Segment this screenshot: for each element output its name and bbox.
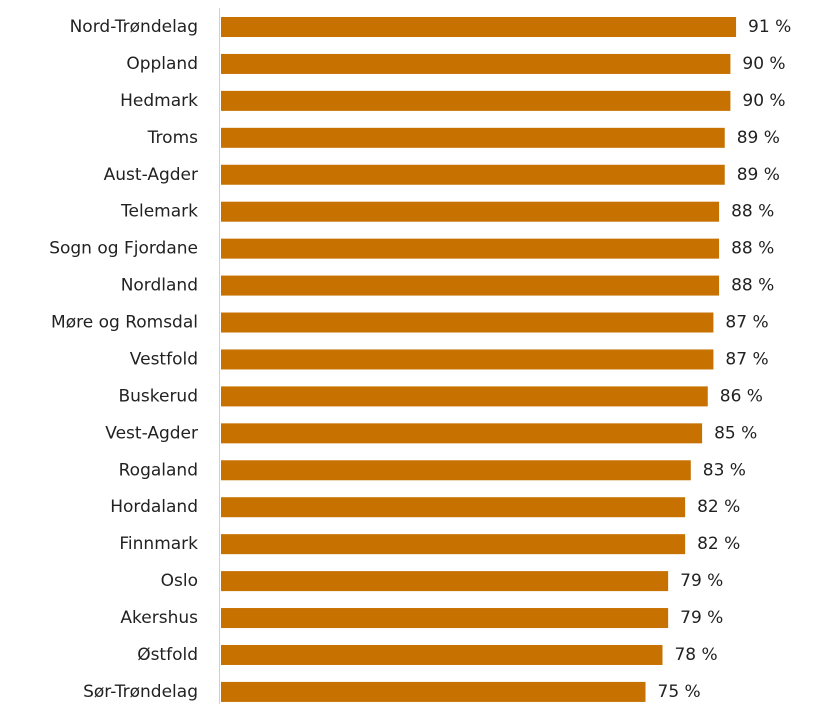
y-tick-label: Møre og Romsdal (51, 313, 198, 333)
bar (221, 534, 686, 555)
bar (221, 497, 686, 518)
y-tick-label: Troms (147, 128, 198, 148)
value-label: 86 % (720, 386, 763, 406)
value-label: 90 % (742, 91, 785, 111)
value-label: 89 % (737, 165, 780, 185)
bar (221, 460, 691, 481)
value-label: 88 % (731, 276, 774, 296)
bar (221, 201, 720, 222)
bar (221, 423, 703, 444)
y-tick-label: Finnmark (119, 534, 198, 554)
y-tick-label: Hordaland (110, 497, 198, 517)
y-tick-label: Rogaland (119, 460, 198, 480)
bar (221, 644, 663, 665)
value-label: 83 % (703, 460, 746, 480)
y-tick-label: Hedmark (120, 91, 198, 111)
y-tick-label: Akershus (120, 608, 198, 628)
bar (221, 312, 714, 333)
bar (221, 90, 731, 111)
value-label: 78 % (674, 645, 717, 665)
bar (221, 127, 725, 148)
y-tick-label: Nord-Trøndelag (70, 17, 198, 37)
bar (221, 681, 646, 702)
y-tick-label: Aust-Agder (104, 165, 198, 185)
value-label: 82 % (697, 534, 740, 554)
bar (221, 571, 669, 592)
value-label: 75 % (658, 682, 701, 702)
y-tick-label: Sør-Trøndelag (83, 682, 198, 702)
y-tick-label: Nordland (121, 276, 198, 296)
value-label: 85 % (714, 423, 757, 443)
bar (221, 17, 737, 37)
value-label: 88 % (731, 202, 774, 222)
value-label: 82 % (697, 497, 740, 517)
y-tick-label: Oppland (126, 54, 198, 74)
y-tick-label: Vest-Agder (105, 423, 198, 443)
value-label: 87 % (725, 313, 768, 333)
bar (221, 53, 731, 74)
y-tick-label: Sogn og Fjordane (49, 239, 198, 259)
value-label: 90 % (742, 54, 785, 74)
value-label: 89 % (737, 128, 780, 148)
y-tick-label: Oslo (161, 571, 198, 591)
value-label: 87 % (725, 349, 768, 369)
bar (221, 349, 714, 370)
bar (221, 608, 669, 629)
y-tick-label: Vestfold (130, 349, 198, 369)
bar (221, 238, 720, 259)
bar (221, 164, 725, 185)
y-tick-label: Østfold (137, 645, 198, 665)
value-label: 88 % (731, 239, 774, 259)
y-tick-label: Telemark (120, 202, 198, 222)
y-tick-label: Buskerud (118, 386, 198, 406)
value-label: 79 % (680, 571, 723, 591)
value-label: 91 % (748, 17, 791, 37)
bar (221, 275, 720, 296)
bar (221, 386, 708, 407)
value-label: 79 % (680, 608, 723, 628)
